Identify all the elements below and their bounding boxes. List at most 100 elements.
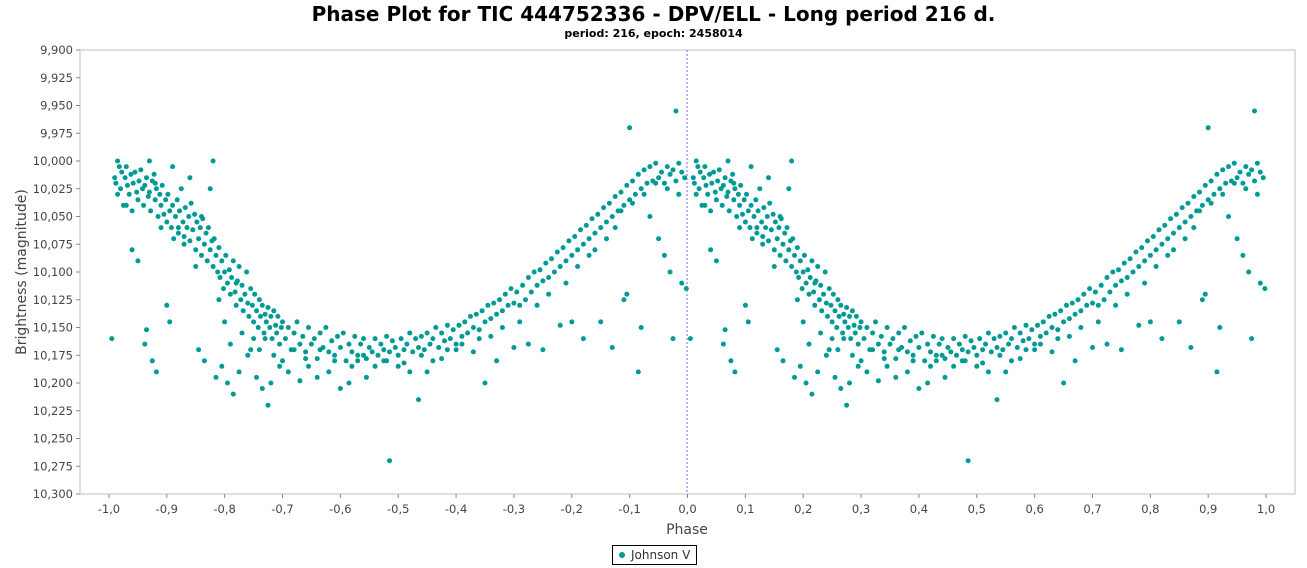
- data-point: [1162, 222, 1168, 228]
- data-point: [858, 358, 864, 364]
- data-point: [679, 169, 685, 175]
- data-point: [816, 297, 822, 303]
- data-point: [586, 252, 592, 258]
- data-point: [508, 286, 514, 292]
- data-point: [719, 202, 725, 208]
- data-point: [702, 202, 708, 208]
- data-point: [1061, 380, 1067, 386]
- data-point: [291, 347, 297, 353]
- data-point: [638, 325, 644, 330]
- data-point: [210, 264, 216, 269]
- data-point: [664, 164, 670, 170]
- data-point: [965, 349, 971, 355]
- data-point: [525, 341, 531, 347]
- data-point: [1052, 311, 1058, 317]
- y-tick-label: 10,300: [33, 487, 73, 501]
- data-point: [1110, 269, 1116, 275]
- data-point: [245, 300, 251, 306]
- data-point: [251, 336, 257, 342]
- data-point: [476, 327, 482, 333]
- data-point: [1246, 269, 1252, 275]
- data-point: [401, 347, 407, 353]
- data-point: [818, 282, 824, 288]
- data-point: [164, 302, 170, 308]
- data-point: [233, 302, 239, 308]
- data-point: [540, 278, 546, 284]
- data-point: [673, 108, 679, 114]
- data-point: [1029, 327, 1035, 333]
- data-point: [589, 216, 595, 222]
- data-point: [702, 164, 708, 170]
- data-point: [1182, 236, 1188, 242]
- data-point: [928, 363, 933, 369]
- data-point: [1142, 280, 1148, 286]
- data-point: [1084, 302, 1090, 308]
- data-point: [418, 333, 424, 339]
- data-point: [1136, 264, 1142, 269]
- data-point: [116, 164, 122, 170]
- data-point: [659, 169, 664, 175]
- data-point: [213, 252, 219, 258]
- data-point: [193, 247, 199, 253]
- data-point: [794, 297, 800, 303]
- data-point: [1234, 175, 1240, 181]
- x-tick-label: -0,4: [445, 502, 467, 516]
- data-point: [980, 347, 986, 353]
- data-point: [641, 191, 647, 197]
- data-point: [285, 369, 291, 375]
- data-point: [485, 302, 491, 308]
- data-point: [841, 311, 847, 317]
- data-point: [734, 214, 740, 219]
- data-point: [262, 336, 268, 342]
- data-point: [954, 352, 959, 358]
- y-tick-label: 10,075: [33, 237, 73, 251]
- data-point: [676, 191, 682, 197]
- data-point: [1043, 330, 1049, 336]
- x-tick-label: -0,8: [213, 502, 235, 516]
- data-point: [1237, 169, 1243, 175]
- data-point: [1153, 247, 1159, 253]
- data-point: [812, 280, 818, 286]
- data-point: [151, 171, 157, 177]
- data-point: [703, 182, 709, 188]
- data-point: [124, 182, 130, 188]
- data-point: [387, 349, 392, 355]
- data-point: [1098, 282, 1104, 288]
- data-point: [826, 347, 832, 353]
- data-point: [1139, 245, 1145, 251]
- data-point: [346, 341, 352, 347]
- data-point: [158, 225, 164, 231]
- data-point: [951, 336, 957, 342]
- data-point: [925, 380, 931, 386]
- data-point: [857, 325, 863, 330]
- y-axis: 9,900 9,925 9,950 9,975 10,000 10,025 10,050 10…: [33, 43, 80, 501]
- data-point: [1231, 160, 1237, 166]
- data-point: [825, 313, 830, 319]
- data-point: [205, 225, 211, 231]
- data-point: [715, 178, 721, 184]
- data-point: [690, 175, 696, 181]
- data-point: [744, 191, 749, 197]
- data-point: [766, 175, 771, 181]
- data-point: [794, 245, 800, 251]
- data-point: [870, 347, 876, 353]
- data-point: [851, 322, 857, 328]
- data-point: [132, 169, 138, 175]
- data-point: [1009, 336, 1014, 342]
- x-tick-label: 0,1: [736, 502, 754, 516]
- data-point: [439, 356, 445, 362]
- y-tick-label: 10,025: [33, 182, 73, 196]
- data-point: [893, 374, 899, 380]
- data-point: [974, 352, 980, 358]
- data-point: [157, 191, 163, 197]
- data-point: [442, 338, 447, 344]
- data-point: [494, 311, 500, 317]
- data-point: [786, 186, 792, 192]
- data-point: [1026, 336, 1032, 342]
- data-point: [240, 308, 246, 314]
- data-point: [528, 289, 534, 295]
- data-point: [407, 369, 413, 375]
- data-point: [340, 330, 346, 336]
- data-point: [1211, 191, 1217, 197]
- data-point: [1087, 286, 1093, 292]
